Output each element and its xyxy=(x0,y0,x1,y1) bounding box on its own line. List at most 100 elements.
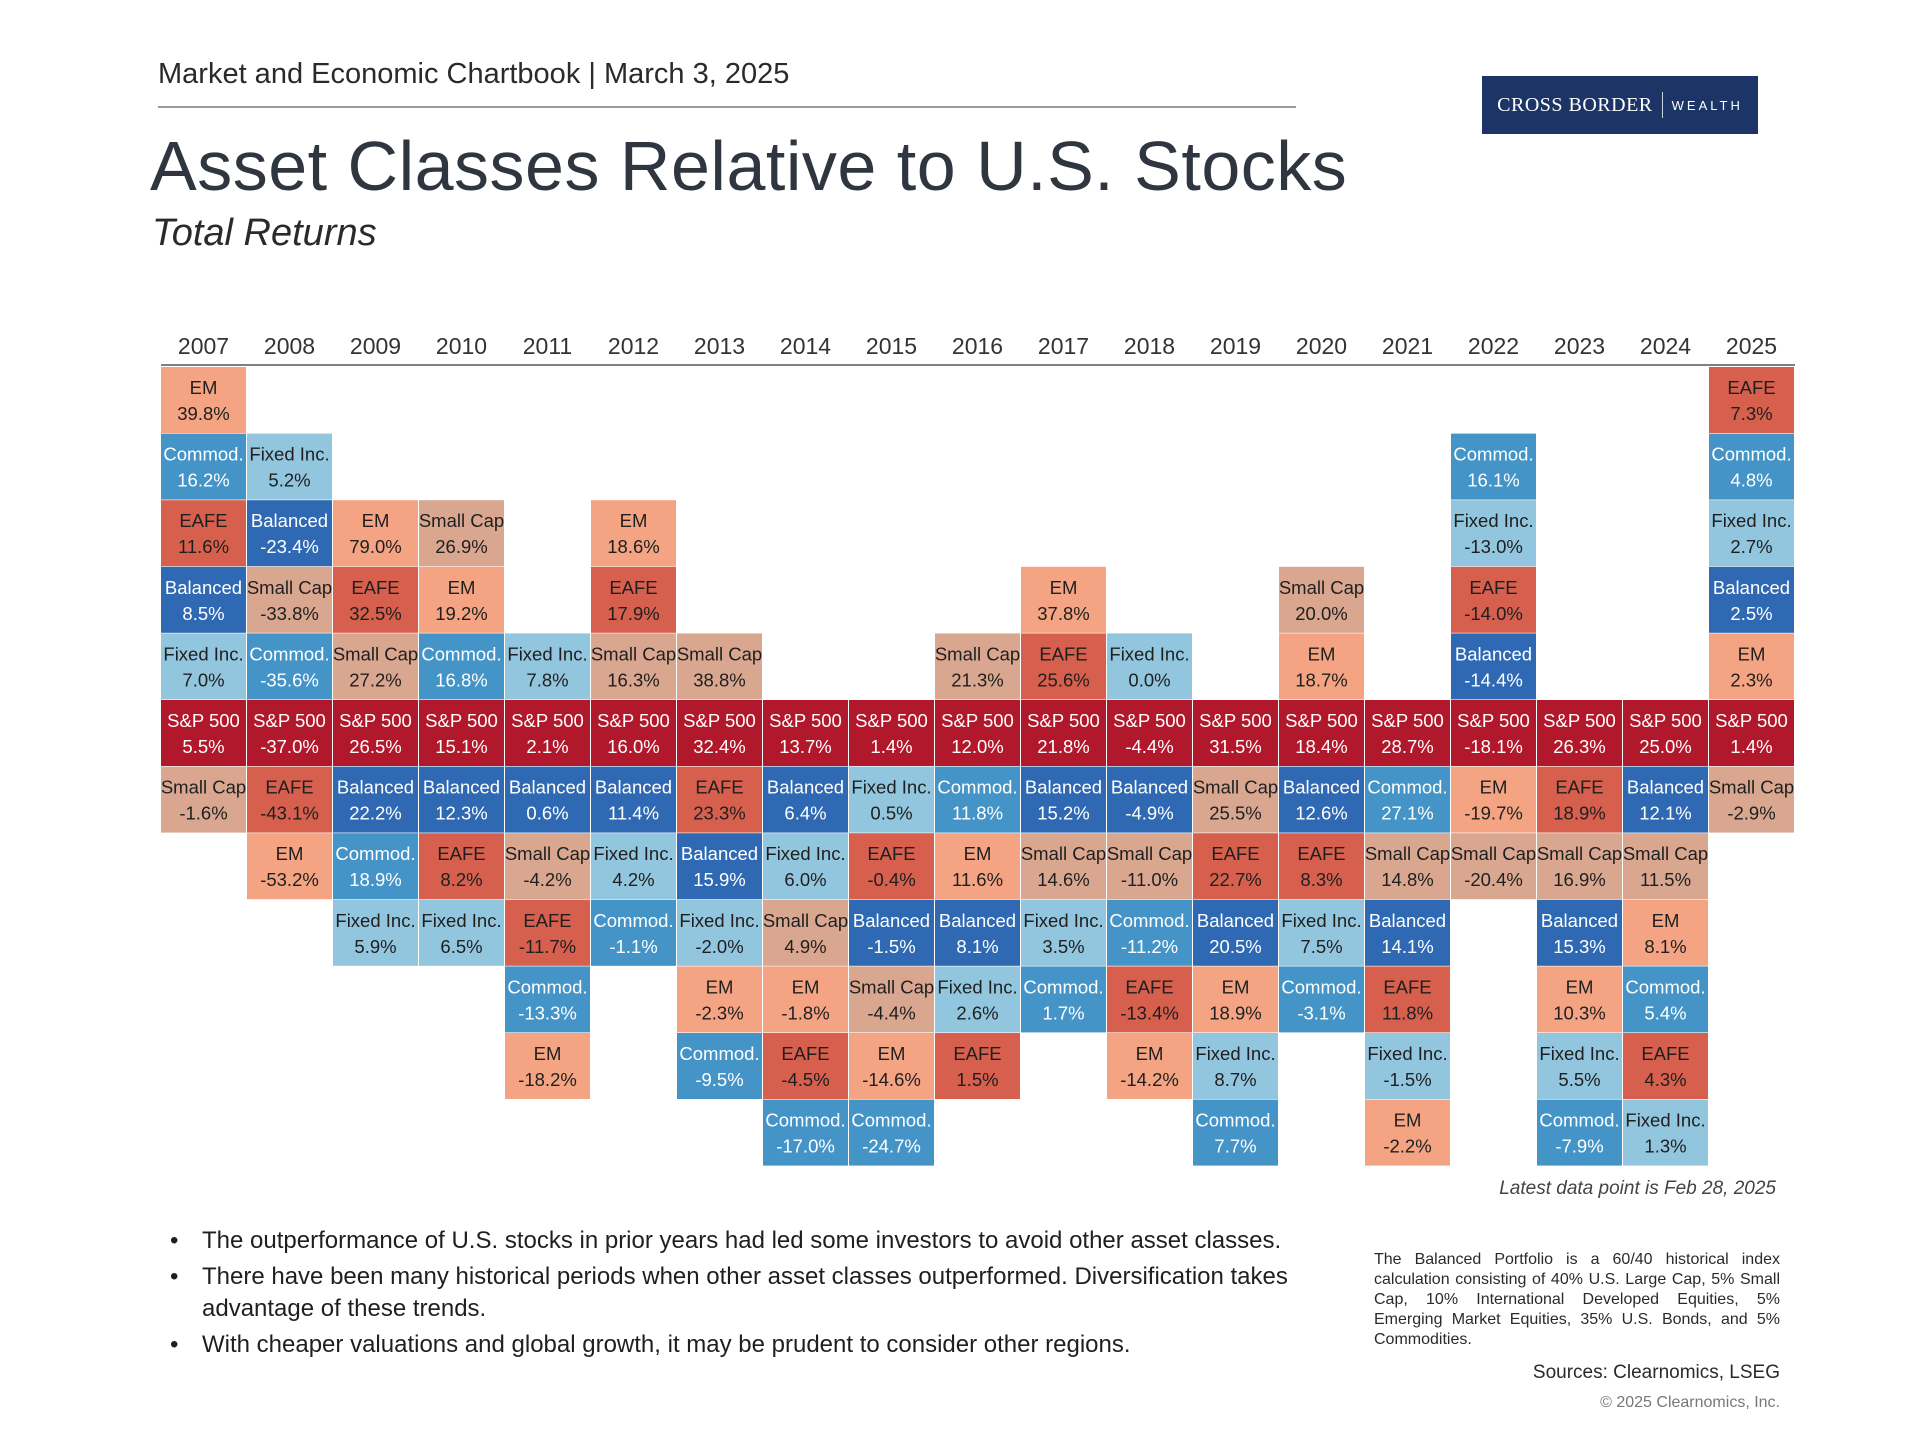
brand-logo: CROSS BORDER WEALTH xyxy=(1482,76,1758,134)
em-cell: EM 19.2% xyxy=(419,566,504,633)
em-label: EM xyxy=(792,976,820,997)
fixed-inc-label: Fixed Inc. xyxy=(163,643,243,664)
eafe-cell: EAFE -0.4% xyxy=(849,833,934,900)
small-cap-label: Small Cap xyxy=(1709,777,1794,798)
fixed-inc-label: Fixed Inc. xyxy=(1195,1043,1275,1064)
small-cap-cell: Small Cap -33.8% xyxy=(247,566,332,633)
fixed-inc-label: Fixed Inc. xyxy=(1367,1043,1447,1064)
year-label-2018: 2018 xyxy=(1124,333,1175,359)
eafe-cell: EAFE 1.5% xyxy=(935,1033,1020,1099)
small-cap-value: 16.3% xyxy=(607,669,659,690)
balanced-label: Balanced xyxy=(1197,910,1274,931)
year-label-2021: 2021 xyxy=(1382,333,1433,359)
commod-label: Commod. xyxy=(1711,444,1791,465)
commod-cell: Commod. 16.2% xyxy=(161,433,246,500)
balanced-cell: Balanced 12.1% xyxy=(1623,766,1708,833)
commod-label: Commod. xyxy=(163,444,243,465)
eafe-value: 8.2% xyxy=(440,869,482,890)
em-label: EM xyxy=(706,976,734,997)
fixed-inc-cell-bg xyxy=(1451,500,1536,567)
sp500-value: 12.0% xyxy=(951,736,1003,757)
key-point: The outperformance of U.S. stocks in pri… xyxy=(168,1225,1348,1257)
balanced-cell: Balanced 14.1% xyxy=(1365,899,1450,966)
commod-value: -1.1% xyxy=(609,936,657,957)
eafe-label: EAFE xyxy=(1727,377,1775,398)
eafe-label: EAFE xyxy=(437,843,485,864)
small-cap-label: Small Cap xyxy=(419,510,504,531)
small-cap-cell: Small Cap -11.0% xyxy=(1107,833,1192,900)
sp500-cell: S&P 500 1.4% xyxy=(849,700,934,766)
sp500-cell: S&P 500 32.4% xyxy=(677,700,762,766)
fixed-inc-cell-bg xyxy=(849,766,934,833)
em-label: EM xyxy=(1308,643,1336,664)
small-cap-label: Small Cap xyxy=(161,777,246,798)
fixed-inc-cell-bg xyxy=(1709,500,1794,567)
em-cell: EM 39.8% xyxy=(161,367,246,433)
em-cell-bg xyxy=(333,500,418,567)
fixed-inc-cell-bg xyxy=(1279,899,1364,966)
fixed-inc-cell-bg xyxy=(1107,633,1192,700)
fixed-inc-label: Fixed Inc. xyxy=(421,910,501,931)
balanced-label: Balanced xyxy=(423,777,500,798)
commod-cell: Commod. 5.4% xyxy=(1623,966,1708,1033)
sp500-cell: S&P 500 15.1% xyxy=(419,700,504,766)
fixed-inc-label: Fixed Inc. xyxy=(851,777,931,798)
sp500-label: S&P 500 xyxy=(425,710,498,731)
fixed-inc-value: 2.7% xyxy=(1730,536,1772,557)
sp500-label: S&P 500 xyxy=(941,710,1014,731)
commod-cell: Commod. 18.9% xyxy=(333,833,418,900)
fixed-inc-cell-bg xyxy=(161,633,246,700)
eafe-cell: EAFE 8.2% xyxy=(419,833,504,900)
eafe-value: 18.9% xyxy=(1553,803,1605,824)
commod-cell-bg xyxy=(1279,966,1364,1033)
key-point: There have been many historical periods … xyxy=(168,1261,1348,1325)
small-cap-value: 26.9% xyxy=(435,536,487,557)
eafe-cell-bg xyxy=(849,833,934,900)
eafe-cell-bg xyxy=(247,766,332,833)
eafe-label: EAFE xyxy=(1211,843,1259,864)
commod-cell-bg xyxy=(677,1033,762,1099)
commod-cell-bg xyxy=(247,633,332,700)
commod-cell: Commod. -3.1% xyxy=(1279,966,1364,1033)
commod-value: -7.9% xyxy=(1555,1136,1603,1157)
small-cap-value: 4.9% xyxy=(784,936,826,957)
sp500-label: S&P 500 xyxy=(1199,710,1272,731)
fixed-inc-label: Fixed Inc. xyxy=(1625,1110,1705,1131)
fixed-inc-label: Fixed Inc. xyxy=(249,444,329,465)
sp500-cell: S&P 500 26.5% xyxy=(333,700,418,766)
fixed-inc-label: Fixed Inc. xyxy=(1109,643,1189,664)
eafe-cell-bg xyxy=(935,1033,1020,1099)
commod-cell: Commod. 27.1% xyxy=(1365,766,1450,833)
em-label: EM xyxy=(1738,643,1766,664)
commod-label: Commod. xyxy=(335,843,415,864)
em-cell-bg xyxy=(763,966,848,1033)
sp500-cell-bg xyxy=(935,700,1020,766)
fixed-inc-value: -2.0% xyxy=(695,936,743,957)
em-label: EM xyxy=(190,377,218,398)
commod-value: -24.7% xyxy=(862,1136,921,1157)
sp500-cell: S&P 500 21.8% xyxy=(1021,700,1106,766)
eafe-cell: EAFE 18.9% xyxy=(1537,766,1622,833)
eafe-cell: EAFE 11.6% xyxy=(161,500,246,567)
commod-value: 16.8% xyxy=(435,669,487,690)
year-label-2012: 2012 xyxy=(608,333,659,359)
balanced-cell-bg xyxy=(849,899,934,966)
em-label: EM xyxy=(362,510,390,531)
eafe-cell-bg xyxy=(419,833,504,900)
eafe-value: -4.5% xyxy=(781,1069,829,1090)
fixed-inc-label: Fixed Inc. xyxy=(937,976,1017,997)
balanced-label: Balanced xyxy=(509,777,586,798)
small-cap-cell-bg xyxy=(1537,833,1622,900)
em-value: -1.8% xyxy=(781,1002,829,1023)
year-label-2007: 2007 xyxy=(178,333,229,359)
sp500-cell: S&P 500 5.5% xyxy=(161,700,246,766)
eafe-label: EAFE xyxy=(609,577,657,598)
page-title: Asset Classes Relative to U.S. Stocks xyxy=(150,127,1348,205)
commod-label: Commod. xyxy=(249,643,329,664)
balanced-value: -1.5% xyxy=(867,936,915,957)
eafe-cell: EAFE 17.9% xyxy=(591,566,676,633)
commod-cell-bg xyxy=(1107,899,1192,966)
em-value: 18.6% xyxy=(607,536,659,557)
sp500-value: 2.1% xyxy=(526,736,568,757)
commod-value: -9.5% xyxy=(695,1069,743,1090)
